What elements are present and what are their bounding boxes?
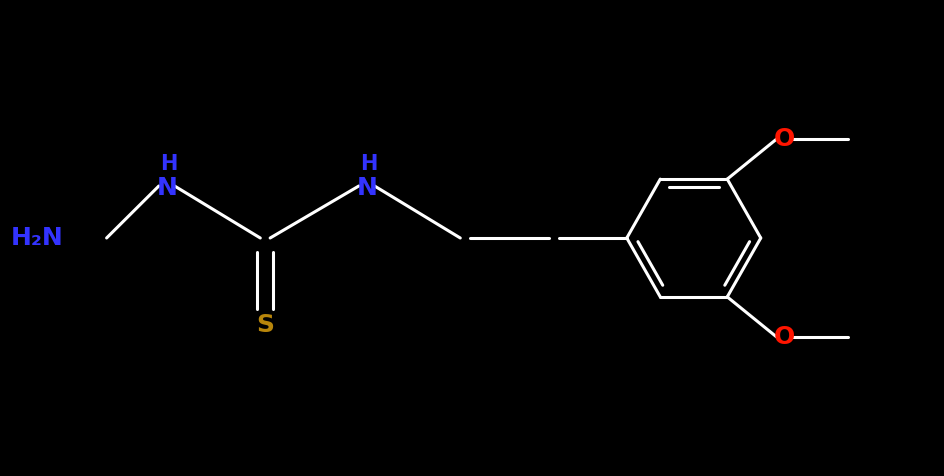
Text: N: N (157, 176, 177, 200)
Text: O: O (774, 325, 795, 349)
Text: N: N (356, 176, 378, 200)
Text: H₂N: H₂N (10, 226, 63, 250)
Text: H: H (160, 154, 177, 174)
Text: H: H (360, 154, 378, 174)
Text: S: S (256, 313, 274, 337)
Text: O: O (774, 127, 795, 151)
